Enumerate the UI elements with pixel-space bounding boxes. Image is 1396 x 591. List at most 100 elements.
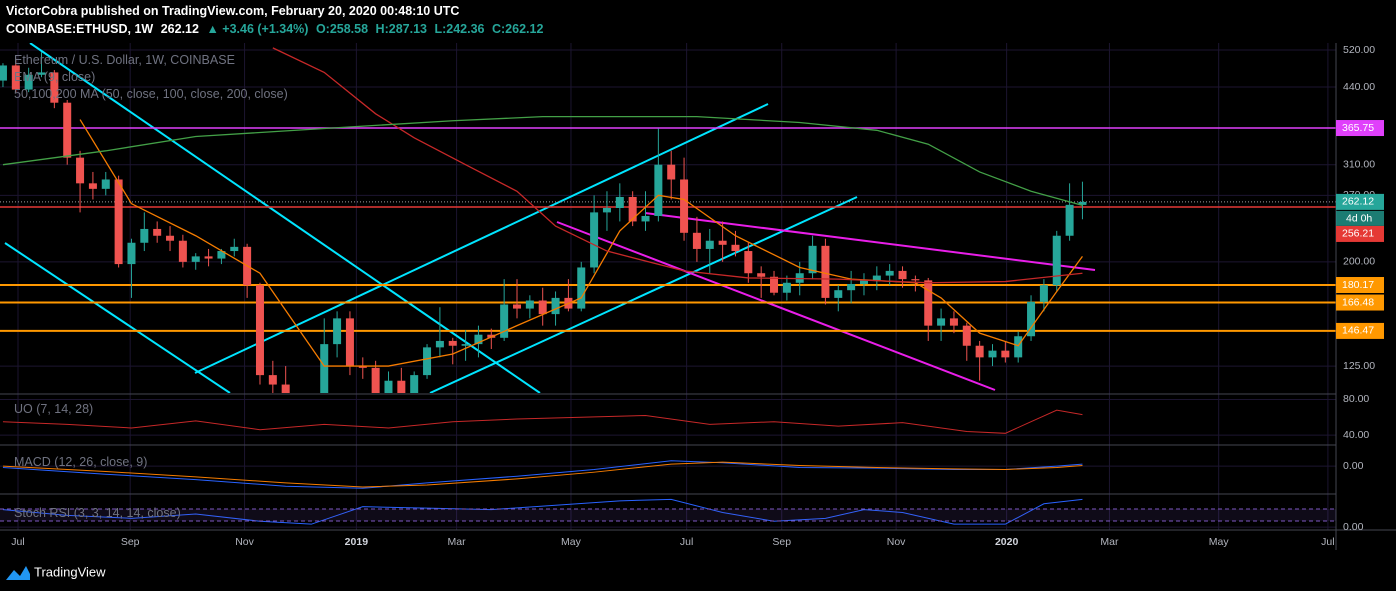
candle-body (178, 240, 187, 262)
candle-body (834, 290, 843, 298)
indicator-line (2, 461, 1083, 488)
symbol: COINBASE:ETHUSD, 1W (6, 22, 154, 36)
candle-body (667, 164, 676, 180)
indicator-line (2, 498, 1083, 525)
logo-mark (6, 566, 30, 580)
candle-body (821, 245, 830, 298)
candle-body (217, 251, 226, 259)
candle-body (988, 350, 997, 358)
candle-body (1014, 336, 1023, 358)
price-label-bg (1336, 277, 1384, 294)
candle-body (937, 318, 946, 326)
logo (6, 566, 30, 580)
x-tick-label: Sep (772, 536, 791, 548)
candle-body (911, 279, 920, 281)
candle-body (320, 344, 329, 393)
candle-body (975, 345, 984, 358)
candle-body (859, 280, 868, 284)
candle-body (1078, 201, 1087, 205)
candle-body (435, 340, 444, 348)
legend: EMA (9, close) (14, 70, 96, 84)
candle-body (24, 74, 33, 90)
candle-body (808, 245, 817, 274)
candle-body (500, 304, 509, 338)
pane-title: Stoch RSI (3, 3, 14, 14, close) (14, 506, 181, 520)
candle-body (76, 157, 85, 184)
indicator-line (2, 409, 1083, 434)
candle-body (37, 72, 46, 75)
candle-body (410, 375, 419, 393)
candle-body (474, 334, 483, 345)
candle-body (641, 215, 650, 222)
candle-body (551, 297, 560, 315)
price-label: 180.17 (1342, 279, 1374, 291)
x-tick-label: 2019 (345, 536, 369, 548)
trend-line (4, 242, 231, 393)
candle-body (602, 207, 611, 213)
candle-body (1027, 301, 1036, 337)
candle-body (191, 256, 200, 262)
candle-body (114, 179, 123, 265)
candle-body (230, 246, 239, 252)
trend-line (29, 43, 541, 393)
candle-body (962, 325, 971, 346)
candle-body (1052, 235, 1061, 286)
trend-line (429, 196, 858, 393)
x-tick-label: Jul (1321, 536, 1334, 548)
candle-body (268, 375, 277, 385)
ohlc: C:262.12 (491, 22, 544, 36)
trend-line (556, 221, 996, 391)
candle-body (384, 380, 393, 393)
y-tick-label: 310.00 (1343, 158, 1375, 170)
candle-body (127, 242, 136, 265)
candle-body (88, 183, 97, 189)
y-tick-label: 80.00 (1343, 393, 1369, 405)
x-tick-label: Jul (680, 536, 693, 548)
x-tick-label: Nov (887, 536, 906, 548)
candle-body (0, 65, 7, 81)
candle-body (166, 235, 175, 241)
candle-body (692, 232, 701, 249)
price-label: 166.48 (1342, 296, 1374, 308)
candle-body (423, 347, 432, 376)
x-tick-label: Sep (121, 536, 140, 548)
y-tick-label: 200.00 (1343, 256, 1375, 268)
candle-body (371, 367, 380, 393)
price-label: 256.21 (1342, 228, 1374, 240)
trend-line (644, 212, 1096, 271)
y-tick-label: 440.00 (1343, 81, 1375, 93)
countdown: 4d 0h (1346, 213, 1372, 225)
brand: TradingView (34, 564, 106, 579)
candle-body (782, 282, 791, 293)
candle-body (898, 270, 907, 280)
candle-body (757, 273, 766, 277)
candle-body (538, 300, 547, 315)
ohlc: L:242.36 (434, 22, 485, 36)
candle-body (770, 276, 779, 293)
candle-body (11, 65, 20, 90)
candle-body (1065, 204, 1074, 236)
candle-body (885, 270, 894, 276)
y-tick-label: 40.00 (1343, 429, 1369, 441)
candle-body (461, 344, 470, 346)
trend-line (194, 103, 769, 374)
price-label: 262.12 (1342, 196, 1374, 208)
candle-body (487, 334, 496, 338)
candle-body (680, 179, 689, 233)
price-label-bg (1336, 322, 1384, 339)
pane-title: MACD (12, 26, close, 9) (14, 455, 148, 469)
band (0, 509, 1336, 521)
candle-body (731, 244, 740, 252)
price-label-bg (1336, 193, 1384, 210)
candle-body (872, 275, 881, 281)
change: ▲ +3.46 (+1.34%) (206, 22, 309, 36)
candle-body (333, 318, 342, 345)
candle-body (50, 72, 59, 103)
candle-body (718, 240, 727, 245)
candle-body (744, 251, 753, 274)
candle-body (140, 228, 149, 243)
candle-body (924, 280, 933, 326)
price-label: 365.75 (1342, 122, 1374, 134)
candle-body (153, 228, 162, 236)
